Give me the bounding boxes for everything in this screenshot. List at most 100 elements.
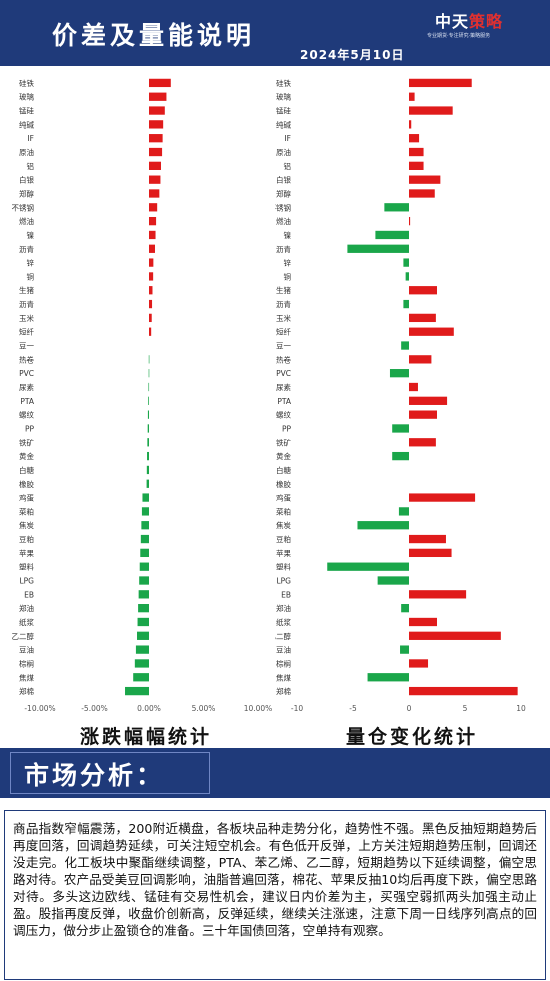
bar (409, 493, 476, 502)
bar (138, 590, 149, 599)
bar (148, 355, 150, 364)
bar (133, 673, 149, 682)
x-tick-label: 10 (516, 704, 526, 713)
bar (409, 313, 436, 323)
category-label: 焦炭 (276, 520, 291, 530)
bar (357, 521, 409, 530)
bar (149, 299, 153, 309)
category-label: 沥青 (276, 299, 291, 309)
bar (148, 382, 150, 392)
category-label: 塑料 (19, 562, 34, 572)
bar (409, 686, 518, 696)
category-label: 苹果 (276, 548, 291, 558)
category-label: 硅铁 (276, 78, 291, 88)
category-label: PTA (277, 397, 292, 406)
category-label: 黄金 (19, 451, 34, 461)
category-label: 镍 (284, 230, 292, 240)
bar (139, 562, 149, 571)
bar (149, 161, 161, 170)
bar (401, 341, 409, 350)
category-label: 沥青 (19, 299, 34, 309)
bar (149, 134, 163, 143)
category-label: 燃油 (19, 216, 34, 226)
category-label: 苹果 (19, 548, 34, 558)
bar (139, 576, 149, 585)
bar (409, 617, 437, 627)
category-label: 鸡蛋 (276, 493, 291, 503)
category-label: 郑油 (276, 603, 291, 613)
category-label: EB (281, 590, 291, 599)
bar (140, 534, 149, 544)
bar (149, 258, 154, 267)
category-label: 纸浆 (276, 617, 291, 627)
x-tick-label: 5.00% (192, 704, 216, 713)
x-tick-label: -10 (291, 704, 303, 713)
bar (409, 659, 429, 668)
category-label: 原油 (19, 147, 34, 157)
category-label: 郑醇 (276, 188, 291, 198)
logo-name: 中天策略 (435, 8, 503, 32)
category-label: PVC (276, 369, 291, 378)
category-label: 热卷 (19, 354, 34, 364)
bar (147, 410, 149, 419)
bar (409, 410, 437, 419)
category-label: 乙二醇 (275, 631, 291, 641)
category-label: 镍 (27, 230, 35, 240)
bar (409, 106, 453, 115)
bar (138, 604, 149, 613)
category-label: 铁矿 (276, 437, 291, 447)
x-tick-label: 0.00% (137, 704, 161, 713)
bar (134, 659, 149, 668)
bar (149, 230, 156, 240)
bar (409, 161, 424, 170)
category-label: 纯碱 (19, 119, 34, 129)
market-analysis-text: 商品指数窄幅震荡，200附近横盘，各板块品种走势分化，趋势性不强。黑色反抽短期趋… (4, 810, 546, 980)
bar (142, 493, 149, 502)
header-banner: 价差及量能说明 2024年5月10日 中天策略 专业期货·专注研究·策略服务 (0, 0, 550, 66)
category-label: 纯碱 (276, 119, 291, 129)
bar (392, 451, 409, 461)
category-label: 橡胶 (276, 479, 291, 489)
x-tick-label: -5 (349, 704, 357, 713)
category-label: PP (282, 424, 292, 433)
charts-area: 硅铁 玻璃 锰硅 纯碱 IF 原油铝白银 郑醇 不锈钢 燃油镍沥青锌铜生猪 沥青 玉米 短纤 豆一 热卷 P… (0, 66, 550, 748)
category-label: 豆一 (276, 342, 291, 351)
bar (125, 686, 149, 696)
category-label: IF (27, 134, 34, 143)
category-label: 短纤 (19, 327, 34, 337)
category-label: 郑棉 (19, 686, 34, 696)
market-analysis-band: 市场分析： (0, 748, 550, 798)
bar (149, 147, 163, 157)
volume-oi-change-chart: 硅铁玻璃锰硅纯碱IF原油铝白银郑醇不锈钢燃油镍沥青锌铜生猪沥青玉米短纤豆一热卷P… (275, 78, 526, 713)
category-label: 白糖 (276, 465, 291, 475)
category-label: 尿素 (19, 382, 34, 392)
price-change-chart: 硅铁玻璃锰硅纯碱IF原油铝白银郑醇不锈钢燃油镍沥青锌铜生猪沥青玉米短纤豆一热卷P… (12, 78, 273, 713)
x-tick-label: 0 (407, 704, 412, 713)
category-label: IF (284, 134, 291, 143)
category-label: 豆一 (19, 342, 34, 351)
category-label: 棕榈 (19, 658, 34, 668)
bar (409, 631, 501, 640)
category-label: 锌 (284, 258, 292, 268)
bar (147, 451, 149, 461)
category-label: 玉米 (19, 313, 34, 323)
category-label: 生猪 (19, 285, 34, 295)
logo-subtitle: 专业期货·专注研究·策略服务 (427, 33, 491, 39)
bar (409, 327, 454, 336)
category-label: 原油 (276, 147, 291, 157)
category-label: 铝 (284, 161, 292, 171)
bar (137, 617, 149, 627)
category-label: 豆油 (19, 645, 34, 655)
bar (409, 189, 435, 198)
bar (403, 299, 409, 309)
category-label: 豆粕 (276, 534, 291, 544)
category-label: 焦煤 (276, 672, 291, 682)
logo-name-highlight: 策略 (469, 12, 504, 31)
category-label: LPG (276, 577, 291, 586)
category-label: 黄金 (276, 451, 291, 461)
category-label: 螺纹 (19, 410, 34, 420)
brand-logo: 中天策略 专业期货·专注研究·策略服务 (425, 6, 540, 46)
bar (409, 92, 415, 101)
category-label: 锰硅 (276, 106, 291, 116)
bar (149, 92, 167, 101)
